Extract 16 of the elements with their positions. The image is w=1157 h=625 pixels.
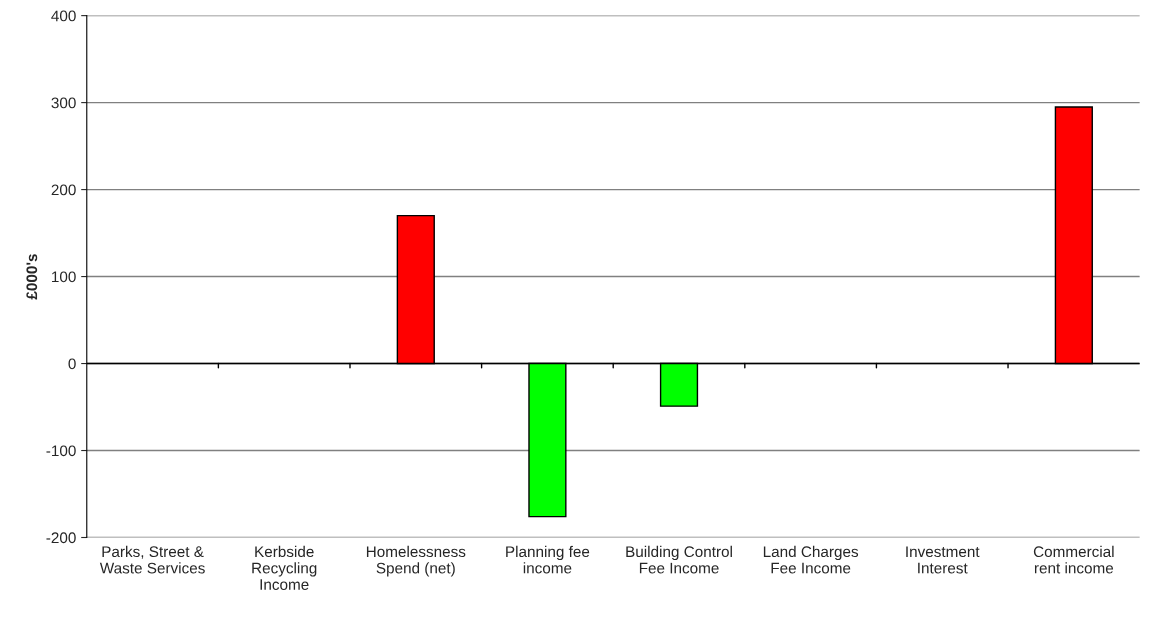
y-tick-label: 100	[52, 271, 76, 283]
x-tick-label: Investment Interest	[906, 546, 980, 574]
y-axis-title: £000's	[26, 254, 38, 300]
x-tick-label: Commercial rent income	[1033, 545, 1114, 574]
y-tick-label: 400	[51, 10, 76, 22]
x-tick-label: Parks, Street & Waste Services	[99, 545, 205, 574]
x-tick-label: Building Control Fee Income	[626, 545, 732, 574]
y-tick-label: 300	[51, 97, 76, 109]
y-tick-label: -200	[46, 532, 76, 544]
y-tick-label: 0	[68, 358, 76, 370]
x-tick-label: Land Charges Fee Income	[763, 545, 859, 574]
y-tick-label: -100	[46, 445, 76, 457]
y-tick-label: 200	[51, 184, 76, 196]
x-tick-label: Kerbside Recycling Income	[252, 545, 317, 590]
x-tick-label: Planning fee income	[506, 545, 590, 574]
x-tick-label: Homelessness Spend (net)	[366, 545, 466, 577]
